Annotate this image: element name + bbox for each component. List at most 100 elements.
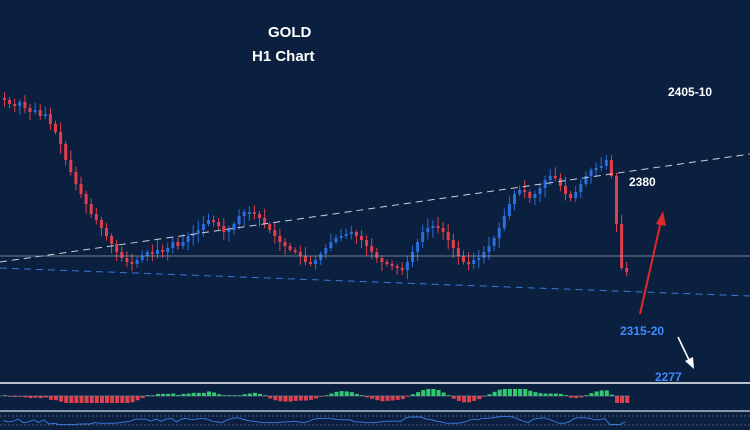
histogram-bar [518,389,523,396]
histogram-bar [217,394,222,396]
histogram-bar [599,390,604,396]
candle-body [263,218,267,224]
histogram-bar [181,393,186,396]
candle-body [564,186,567,194]
histogram-bar [569,396,574,398]
candle-body [38,110,42,116]
histogram-bar [186,393,191,396]
histogram-bar [222,395,227,396]
histogram-bar [400,396,405,400]
histogram-bar [334,391,339,396]
histogram-bar [258,393,262,396]
candle-body [298,252,302,256]
candle-body [558,178,562,186]
candle-body [416,242,420,252]
histogram-bar [84,396,89,403]
histogram-bar [558,393,563,396]
histogram-bar [523,389,528,396]
candle-body [482,252,486,258]
candle-body [609,160,613,176]
candle-body [237,216,241,224]
candle-body [513,194,516,204]
candle-body [186,236,190,242]
candle-body [462,256,465,262]
candle-body [43,114,47,116]
histogram-bar [620,396,625,403]
histogram-bar [28,396,33,399]
histogram-bar [482,396,487,397]
candle-body [212,220,216,222]
histogram-bar [156,393,160,396]
histogram-bar [43,396,48,398]
histogram-bar [191,392,196,396]
histogram-bar [201,392,206,396]
candle-body [89,204,93,214]
candle-body [247,212,251,214]
candle-body [28,108,32,112]
histogram-bar [99,396,104,403]
histogram-bar [467,396,472,403]
candle-body [18,102,22,106]
histogram-bar [579,396,584,398]
lower-trendline [0,267,750,297]
candle-body [13,104,17,106]
histogram-bar [609,394,614,396]
histogram-bar [385,396,390,401]
annotation-target-lower: 2277 [655,370,682,384]
candle-body [548,176,552,180]
up-arrowhead-icon [656,211,666,226]
candle-body [105,228,108,236]
histogram-bar [38,396,43,399]
candle-body [201,224,205,230]
candle-body [48,114,52,124]
histogram-bar [502,389,507,396]
histogram-bar [283,396,288,402]
candle-body [421,232,425,242]
histogram-bar [79,396,84,403]
histogram-bar [390,396,395,401]
histogram-bar [94,396,99,403]
candle-body [94,214,98,220]
histogram-bar [74,396,79,403]
candle-body [441,228,445,232]
candle-body [176,242,180,246]
histogram-bar [252,392,257,396]
candle-body [360,236,363,240]
candle-body [375,252,379,258]
candle-body [579,184,583,192]
candle-body [181,242,185,246]
candle-body [553,176,557,178]
histogram-bar [441,392,446,396]
histogram-bar [237,395,242,396]
histogram-bar [115,396,120,403]
histogram-bar [329,393,334,396]
histogram-bar [166,393,171,396]
histogram-bar [196,392,201,396]
histogram-bar [263,395,268,396]
histogram-bar [212,392,217,396]
chart-subtitle: H1 Chart [252,48,315,65]
candle-body [293,250,297,252]
candle-body [354,232,358,236]
histogram-bar [268,396,273,399]
candle-body [436,226,440,228]
histogram-bar [18,396,23,397]
histogram-bar [171,393,176,396]
candle-body [232,224,236,230]
histogram-bar [110,396,115,403]
candle-body [523,190,527,192]
histogram-bar [120,396,125,403]
candle-body [533,194,537,198]
histogram-bar [232,395,237,396]
candle-body [283,242,287,246]
histogram-bar [456,396,461,401]
candle-body [145,252,149,256]
histogram-bar [538,393,543,396]
histogram-bar [487,394,492,396]
histogram-bar [375,396,380,401]
annotation-support: 2315-20 [620,324,664,338]
candle-body [69,160,73,172]
candle-body [222,226,226,232]
histogram-bar [150,395,155,396]
